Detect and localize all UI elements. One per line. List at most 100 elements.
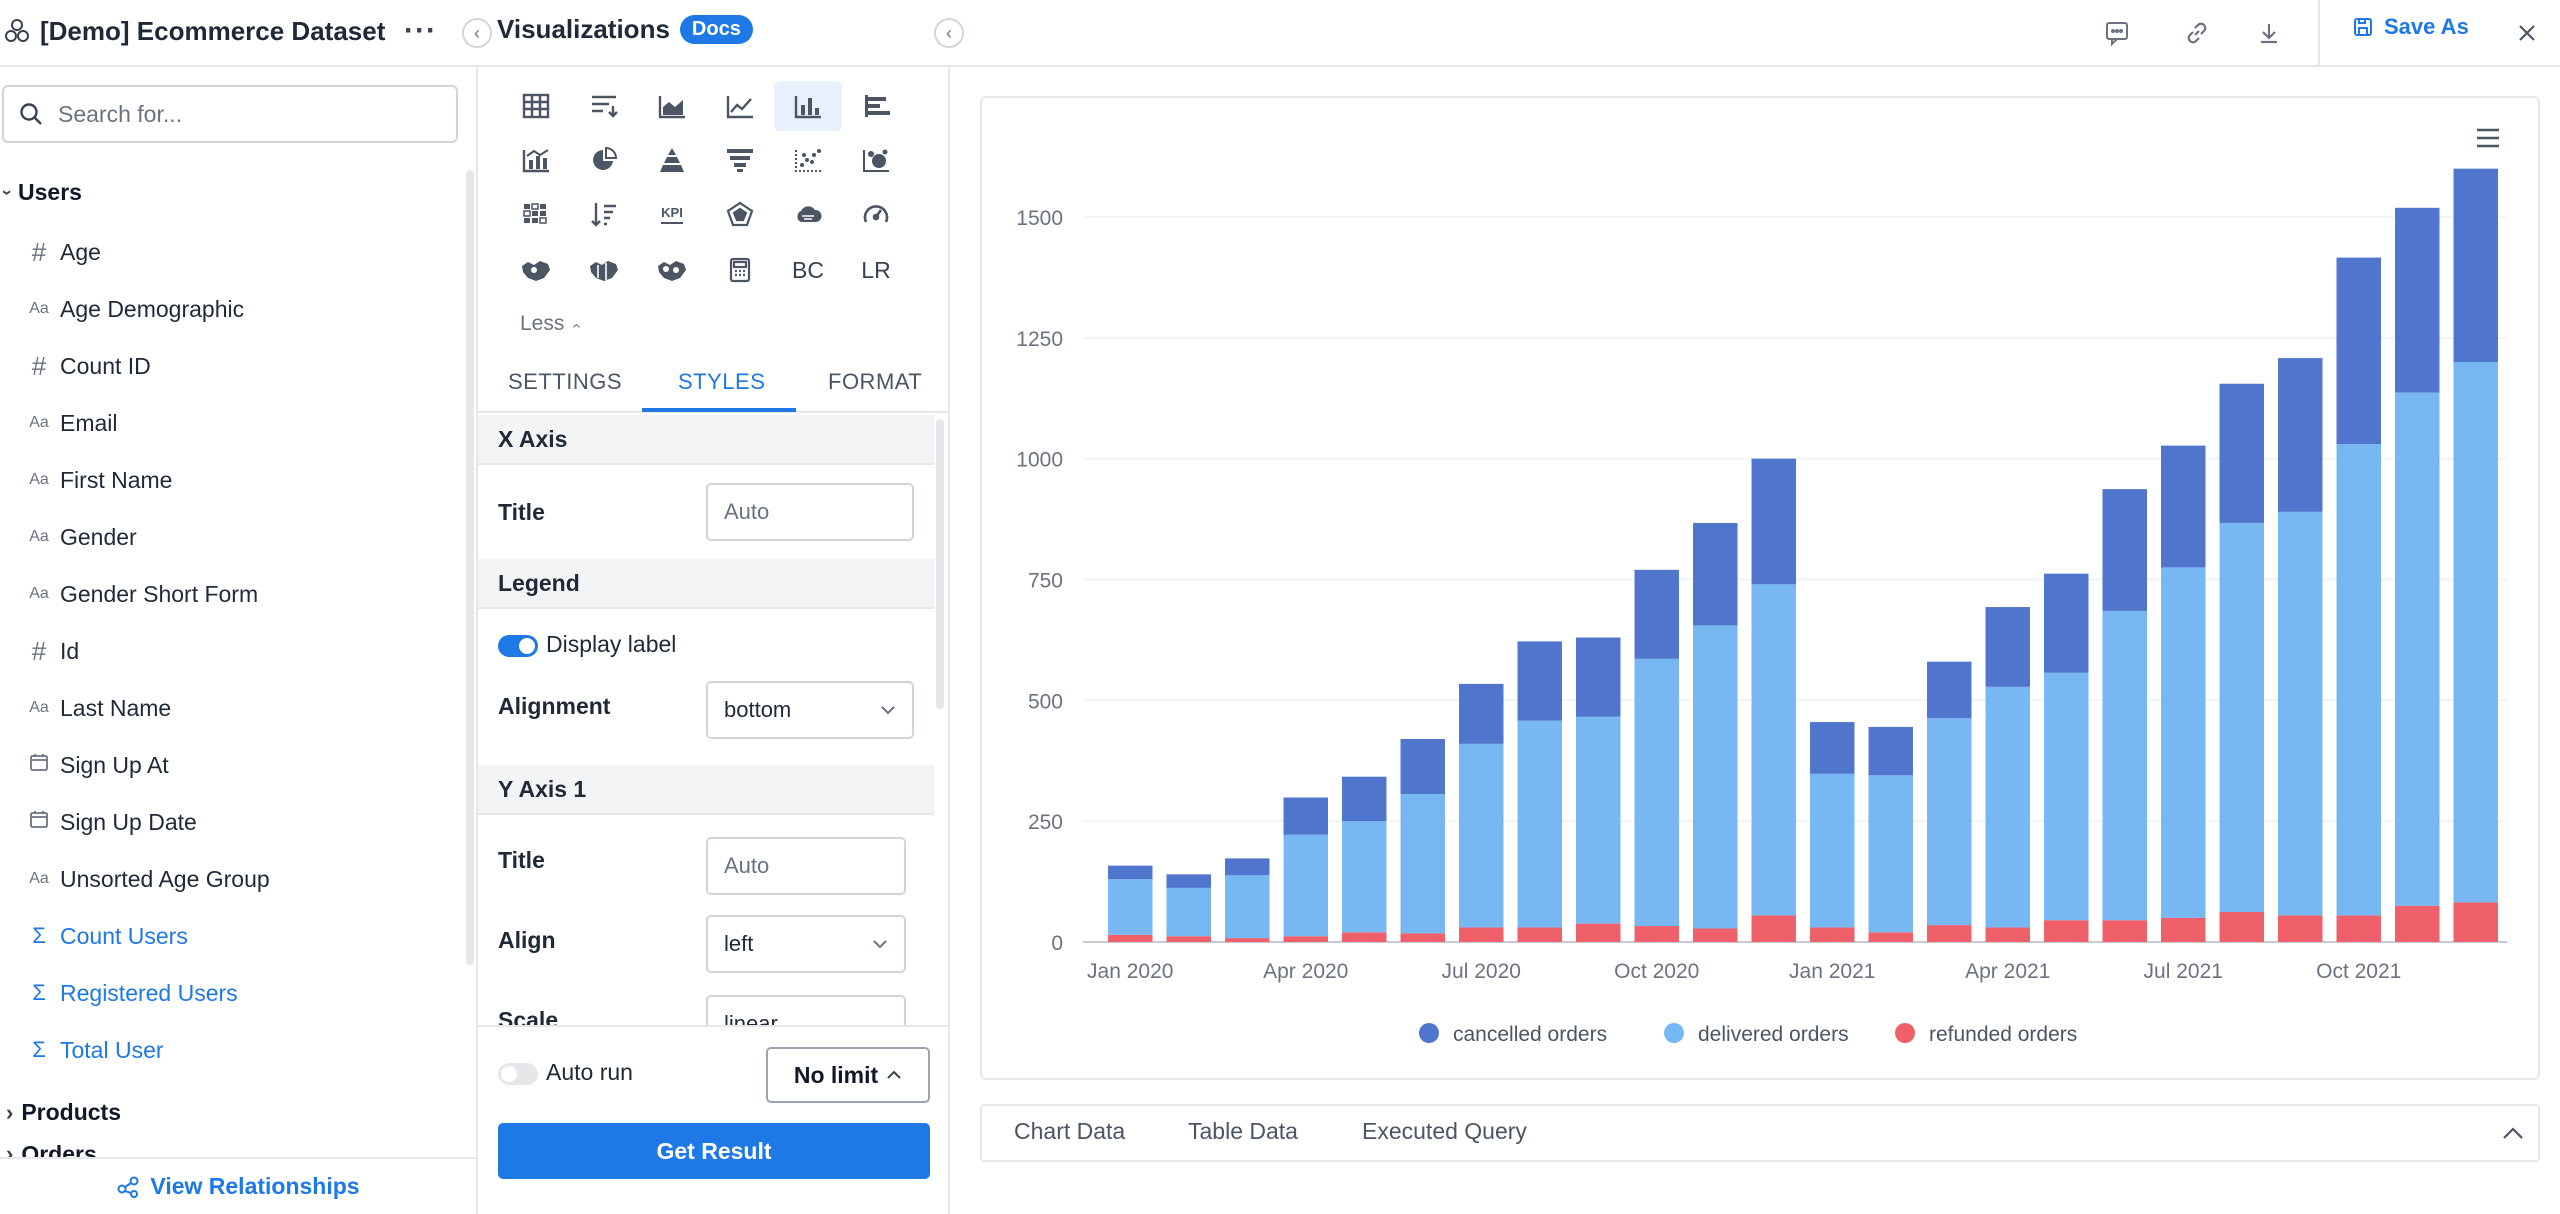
viz-word-cloud-button[interactable] — [774, 189, 842, 239]
tab-styles[interactable]: STYLES — [678, 369, 766, 394]
viz-funnel-chart-button[interactable] — [706, 135, 774, 185]
viz-line-chart-button[interactable] — [706, 81, 774, 131]
legend-header[interactable]: Legend — [478, 559, 934, 609]
tab-executed-query[interactable]: Executed Query — [1362, 1118, 1527, 1144]
bar-segment-cancelled-orders — [1166, 874, 1211, 888]
text-type-icon: Aa — [29, 870, 49, 887]
viz-gauge-button[interactable] — [842, 189, 910, 239]
bar-segment-cancelled-orders — [2219, 383, 2264, 523]
field-item[interactable]: Σ Count Users — [28, 919, 188, 953]
viz-heatmap-button[interactable] — [502, 189, 570, 239]
sigma-icon: Σ — [32, 1037, 46, 1062]
dataset-title[interactable]: [Demo] Ecommerce Dataset — [4, 14, 385, 48]
viz-sorted-list-button[interactable] — [570, 189, 638, 239]
search-box[interactable] — [2, 85, 458, 143]
field-item[interactable]: Aa Age Demographic — [28, 292, 244, 326]
field-item[interactable]: Sign Up Date — [28, 805, 197, 839]
viz-pyramid-chart-button[interactable] — [638, 135, 706, 185]
search-input[interactable] — [58, 100, 418, 128]
collapse-viz-panel-button[interactable]: ‹ — [934, 18, 964, 48]
y-axis-align-select[interactable]: left — [706, 915, 906, 973]
bar-segment-cancelled-orders — [2395, 207, 2440, 393]
bar-segment-cancelled-orders — [2453, 168, 2498, 362]
bar-segment-refunded-orders — [2102, 920, 2147, 942]
y-axis-header[interactable]: Y Axis 1 — [478, 765, 934, 815]
text-type-icon: Aa — [29, 471, 49, 488]
styles-scrollbar[interactable] — [936, 419, 944, 709]
field-item[interactable]: Aa Gender Short Form — [28, 577, 258, 611]
viz-map-heatmap-button[interactable] — [638, 245, 706, 295]
save-as-button[interactable]: Save As — [2352, 14, 2469, 40]
tab-settings[interactable]: SETTINGS — [508, 369, 623, 394]
viz-lr-button[interactable]: LR — [842, 245, 910, 295]
field-label: Gender Short Form — [60, 580, 259, 607]
field-item[interactable]: Σ Total User — [28, 1033, 163, 1067]
row-limit-select[interactable]: No limit — [766, 1047, 930, 1103]
viz-kpi-button[interactable]: KPI — [638, 189, 706, 239]
map-region-icon — [590, 261, 618, 281]
top-bar: [Demo] Ecommerce Dataset ··· ‹ Visualiza… — [0, 0, 2560, 67]
orders-section-header[interactable]: › Orders — [6, 1141, 97, 1157]
field-item[interactable]: Sign Up At — [28, 748, 169, 782]
docs-badge[interactable]: Docs — [679, 15, 753, 44]
y-axis-scale-select[interactable]: linear — [706, 995, 906, 1025]
download-button[interactable] — [2252, 16, 2286, 50]
viz-bubble-chart-button[interactable] — [842, 135, 910, 185]
viz-radar-chart-button[interactable] — [706, 189, 774, 239]
map-heatmap-icon — [658, 261, 686, 281]
viz-pie-chart-button[interactable] — [570, 135, 638, 185]
collapse-left-panel-button[interactable]: ‹ — [462, 18, 492, 48]
close-button[interactable] — [2510, 16, 2544, 50]
comment-button[interactable] — [2100, 16, 2134, 50]
field-item[interactable]: Σ Registered Users — [28, 976, 238, 1010]
viz-column-chart-button[interactable] — [774, 81, 842, 131]
viz-map-point-button[interactable] — [502, 245, 570, 295]
bar-segment-delivered-orders — [2395, 392, 2440, 906]
more-options-button[interactable]: ··· — [404, 14, 437, 47]
viz-map-region-button[interactable] — [570, 245, 638, 295]
toolbar-divider — [2318, 0, 2320, 67]
bar-segment-delivered-orders — [2453, 362, 2498, 903]
tab-chart-data[interactable]: Chart Data — [1014, 1118, 1126, 1144]
get-result-button[interactable]: Get Result — [498, 1123, 930, 1179]
chart-menu-icon[interactable] — [2474, 126, 2502, 150]
less-label: Less — [520, 312, 565, 335]
viz-area-chart-button[interactable] — [638, 81, 706, 131]
y-axis-title-input[interactable]: Auto — [706, 837, 906, 895]
x-tick-label: Apr 2020 — [1263, 960, 1348, 983]
tab-table-data[interactable]: Table Data — [1188, 1118, 1298, 1144]
users-section-header[interactable]: › Users — [0, 179, 82, 206]
field-item[interactable]: Aa Email — [28, 406, 117, 440]
share-link-button[interactable] — [2180, 16, 2214, 50]
expand-results-icon[interactable] — [2502, 1126, 2524, 1140]
viz-combo-chart-button[interactable] — [502, 135, 570, 185]
display-label-toggle[interactable] — [498, 635, 538, 657]
field-item[interactable]: Aa Unsorted Age Group — [28, 862, 269, 896]
view-relationships-button[interactable]: View Relationships — [0, 1157, 476, 1214]
field-item[interactable]: # Age — [28, 235, 101, 269]
x-axis-header[interactable]: X Axis — [478, 415, 934, 465]
x-tick-label: Oct 2021 — [2316, 960, 2401, 983]
viz-bar-chart-button[interactable] — [842, 81, 910, 131]
show-less-toggle[interactable]: Less › — [520, 312, 585, 336]
field-item[interactable]: # Count ID — [28, 349, 151, 383]
left-panel-scrollbar[interactable] — [466, 170, 474, 965]
alignment-select[interactable]: bottom — [706, 681, 914, 739]
viz-pivot-table-button[interactable] — [570, 81, 638, 131]
field-item[interactable]: Aa Gender — [28, 520, 137, 554]
field-item[interactable]: Aa First Name — [28, 463, 172, 497]
auto-run-toggle[interactable] — [498, 1063, 538, 1085]
field-item[interactable]: # Id — [28, 634, 79, 668]
products-section-header[interactable]: › Products — [6, 1099, 121, 1126]
field-item[interactable]: Aa Last Name — [28, 691, 171, 725]
viz-table-button[interactable] — [502, 81, 570, 131]
lr-label: LR — [861, 256, 891, 283]
legend-label: delivered orders — [1698, 1023, 1849, 1046]
viz-bc-button[interactable]: BC — [774, 245, 842, 295]
x-axis-title-input[interactable]: Auto — [706, 483, 914, 541]
viz-calculator-button[interactable] — [706, 245, 774, 295]
visualization-settings-panel: KPI BC LR Less › — [478, 67, 950, 1214]
viz-scatter-chart-button[interactable] — [774, 135, 842, 185]
tab-format[interactable]: FORMAT — [828, 369, 923, 394]
y-axis-align-value: left — [724, 931, 754, 956]
